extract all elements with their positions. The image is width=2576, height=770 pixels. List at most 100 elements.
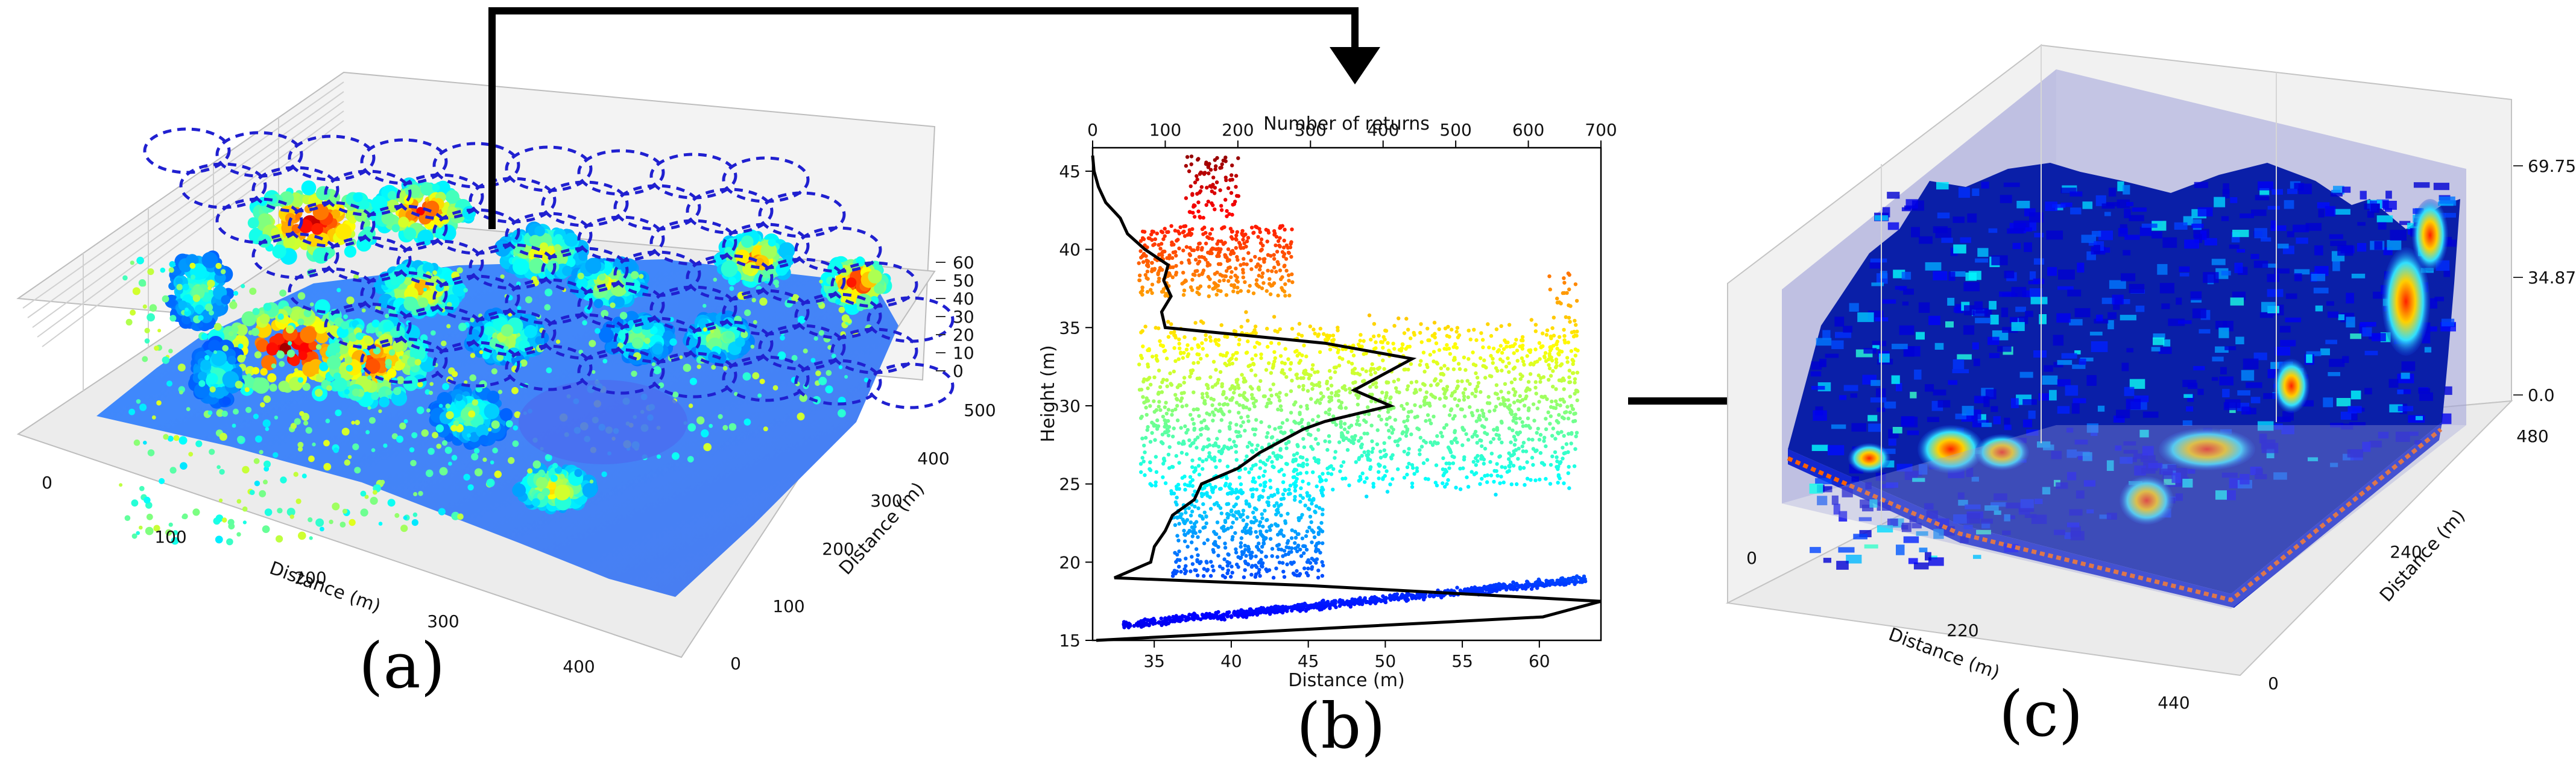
return-point <box>1302 445 1307 449</box>
return-point <box>1253 373 1258 377</box>
lidar-point <box>163 434 169 440</box>
return-point <box>1177 461 1181 465</box>
lidar-point <box>742 264 754 275</box>
return-point <box>1500 465 1504 469</box>
return-point <box>1371 446 1375 451</box>
return-point <box>1159 616 1164 620</box>
return-point <box>1520 584 1524 589</box>
return-point <box>1184 403 1189 408</box>
return-point <box>1306 607 1311 611</box>
return-point <box>1377 365 1382 370</box>
return-point <box>1370 362 1374 367</box>
lidar-point <box>417 381 423 388</box>
lidar-point <box>218 498 223 503</box>
return-point <box>1491 437 1496 441</box>
return-point <box>1242 611 1246 616</box>
lidar-point <box>550 475 558 482</box>
return-point <box>1362 379 1366 383</box>
return-point <box>1142 443 1146 448</box>
return-point <box>1566 416 1571 421</box>
lidar-point <box>825 385 833 394</box>
return-point <box>1378 455 1383 460</box>
lidar-point <box>139 525 143 530</box>
lidar-point <box>599 328 614 343</box>
return-point <box>1474 419 1479 423</box>
return-point <box>1289 411 1293 415</box>
lidar-point <box>545 454 551 460</box>
return-point <box>1439 366 1444 370</box>
lidar-point <box>728 277 737 286</box>
return-point <box>1489 333 1494 338</box>
return-point <box>1501 480 1506 485</box>
return-point <box>1172 369 1176 374</box>
return-point <box>1269 371 1274 375</box>
lidar-point <box>315 518 324 527</box>
lidar-point <box>273 452 279 458</box>
return-point <box>1166 434 1171 438</box>
return-point <box>1514 582 1518 587</box>
return-point <box>1233 443 1237 448</box>
return-point <box>1249 443 1254 447</box>
lidar-point <box>276 350 285 359</box>
return-point <box>1212 413 1216 417</box>
return-point <box>1479 390 1483 394</box>
lidar-point <box>544 304 551 311</box>
a-z-tick-label: 20 <box>953 325 974 345</box>
return-point <box>1272 350 1277 354</box>
return-point <box>1479 588 1483 592</box>
return-point <box>1164 411 1169 416</box>
return-point <box>1188 475 1193 479</box>
lidar-point <box>221 295 231 305</box>
return-point <box>1251 613 1255 617</box>
return-point <box>1447 466 1451 470</box>
lidar-point <box>142 304 147 309</box>
return-point <box>1227 409 1232 414</box>
lidar-point <box>494 470 502 478</box>
lidar-point <box>751 298 756 303</box>
return-point <box>1150 431 1154 435</box>
return-point <box>1225 402 1230 407</box>
lidar-point <box>219 432 227 441</box>
lidar-point <box>343 314 348 320</box>
return-point <box>1289 389 1293 393</box>
return-point <box>1432 320 1437 325</box>
return-point <box>1544 333 1549 337</box>
lidar-point <box>513 425 519 431</box>
lidar-point <box>192 294 201 302</box>
return-point <box>1246 414 1250 418</box>
lidar-point <box>293 472 298 477</box>
lidar-point <box>524 324 537 338</box>
return-point <box>1453 397 1457 401</box>
lidar-point <box>385 359 392 366</box>
return-point <box>1214 465 1218 469</box>
return-point <box>1521 449 1526 453</box>
return-point <box>1561 397 1565 402</box>
return-point <box>1507 426 1512 431</box>
return-point <box>1405 593 1409 598</box>
return-point <box>1254 353 1258 358</box>
return-point <box>1280 421 1285 425</box>
lidar-point <box>147 313 155 322</box>
return-point <box>1225 464 1230 469</box>
return-point <box>1348 601 1352 605</box>
lidar-point <box>683 364 692 372</box>
lidar-point <box>418 297 429 308</box>
return-point <box>1141 459 1146 464</box>
lidar-point <box>311 223 323 235</box>
return-point <box>1249 608 1254 613</box>
return-point <box>1236 434 1240 438</box>
a-z-tick-label: 40 <box>953 289 974 309</box>
return-point <box>1190 613 1194 617</box>
lidar-point <box>300 342 309 352</box>
return-point <box>1290 379 1294 383</box>
return-point <box>1267 397 1271 402</box>
return-point <box>1175 397 1179 401</box>
return-point <box>1208 335 1213 339</box>
return-point <box>1321 472 1325 476</box>
return-point <box>1476 380 1481 385</box>
return-point <box>1301 461 1305 465</box>
return-point <box>1143 621 1147 626</box>
return-point <box>1366 600 1370 604</box>
lidar-point <box>578 251 588 261</box>
return-point <box>1368 597 1372 601</box>
